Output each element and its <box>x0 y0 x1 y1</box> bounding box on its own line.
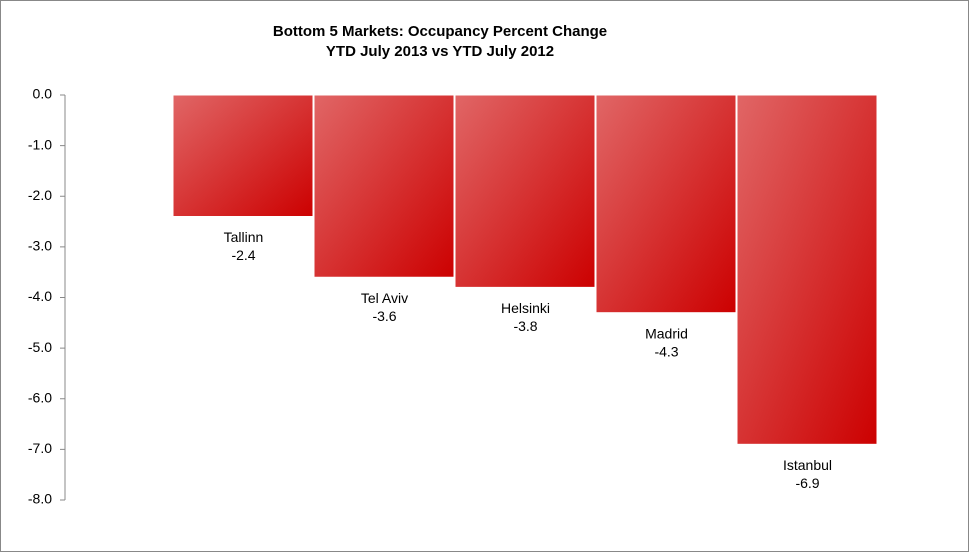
category-label: Helsinki <box>501 300 550 316</box>
category-label: Madrid <box>645 325 688 341</box>
y-tick-label: -5.0 <box>28 339 52 355</box>
bar <box>313 94 455 278</box>
category-label: Tel Aviv <box>361 290 408 306</box>
y-tick-label: -4.0 <box>28 288 52 304</box>
chart-title: Bottom 5 Markets: Occupancy Percent Chan… <box>273 23 607 40</box>
chart-subtitle: YTD July 2013 vs YTD July 2012 <box>326 43 554 60</box>
y-tick-label: -2.0 <box>28 187 52 203</box>
data-label: -3.8 <box>513 318 537 334</box>
y-tick-label: -8.0 <box>28 491 52 507</box>
bar <box>454 94 596 288</box>
data-label: -6.9 <box>795 475 819 491</box>
data-label: -3.6 <box>372 308 396 324</box>
data-label: -4.3 <box>654 343 678 359</box>
y-tick-label: -1.0 <box>28 136 52 152</box>
y-tick-label: 0.0 <box>33 86 53 102</box>
bar <box>736 94 878 445</box>
category-label: Istanbul <box>783 457 832 473</box>
y-tick-label: -3.0 <box>28 238 52 254</box>
bar <box>172 94 314 217</box>
bar <box>595 94 737 314</box>
y-tick-label: -7.0 <box>28 440 52 456</box>
category-label: Tallinn <box>224 229 264 245</box>
y-tick-label: -6.0 <box>28 389 52 405</box>
data-label: -2.4 <box>231 247 255 263</box>
